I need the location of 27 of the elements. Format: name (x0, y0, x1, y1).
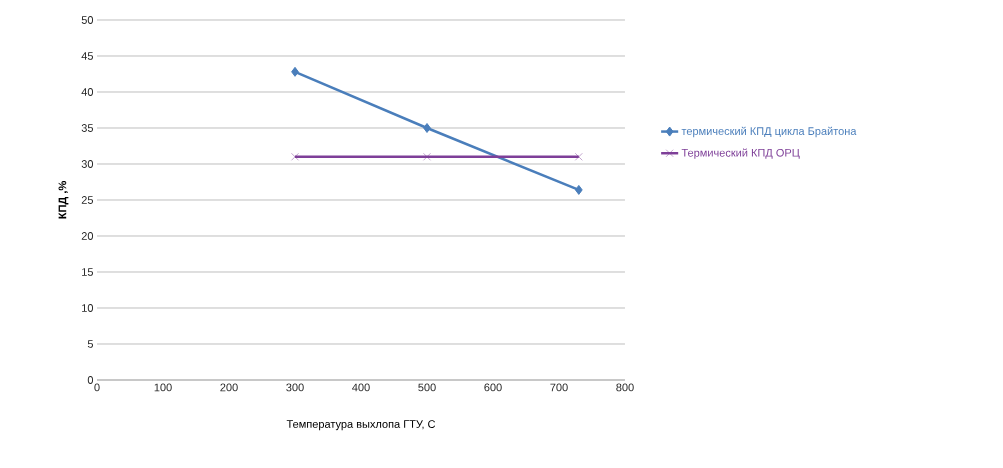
y-tick-label: 45 (81, 52, 94, 60)
y-tick-label: 25 (81, 196, 94, 204)
y-axis-title: КПД ,% (58, 181, 69, 219)
x-tick-label: 400 (352, 383, 370, 392)
x-tick-label: 600 (484, 383, 502, 392)
x-tick-label: 500 (418, 383, 436, 392)
y-tick-label: 0 (87, 376, 94, 384)
x-tick-label: 800 (616, 383, 634, 392)
x-tick-label: 100 (154, 383, 172, 392)
y-tick-label: 10 (82, 304, 94, 312)
x-tick-label: 300 (286, 383, 304, 392)
y-tick-label: 40 (81, 88, 94, 96)
y-tick-label: 35 (81, 124, 94, 132)
point (574, 184, 583, 195)
y-tick-label: 50 (81, 16, 94, 24)
y-tick-label: 30 (81, 160, 94, 168)
x-tick-label: 700 (550, 383, 568, 392)
point (423, 123, 431, 133)
x-tick-label: 200 (220, 383, 238, 392)
y-tick-label: 15 (82, 268, 94, 276)
y-tick-label: 20 (81, 232, 94, 240)
legend-label: Термический КПД ОРЦ (681, 148, 800, 159)
x-tick-label: 0 (94, 383, 100, 392)
point (291, 66, 299, 77)
legend-label: термический КПД цикла Брайтона (681, 126, 857, 138)
x-axis-title: Температура выхлопа ГТУ, С (286, 420, 436, 431)
y-tick-label: 5 (87, 340, 94, 348)
